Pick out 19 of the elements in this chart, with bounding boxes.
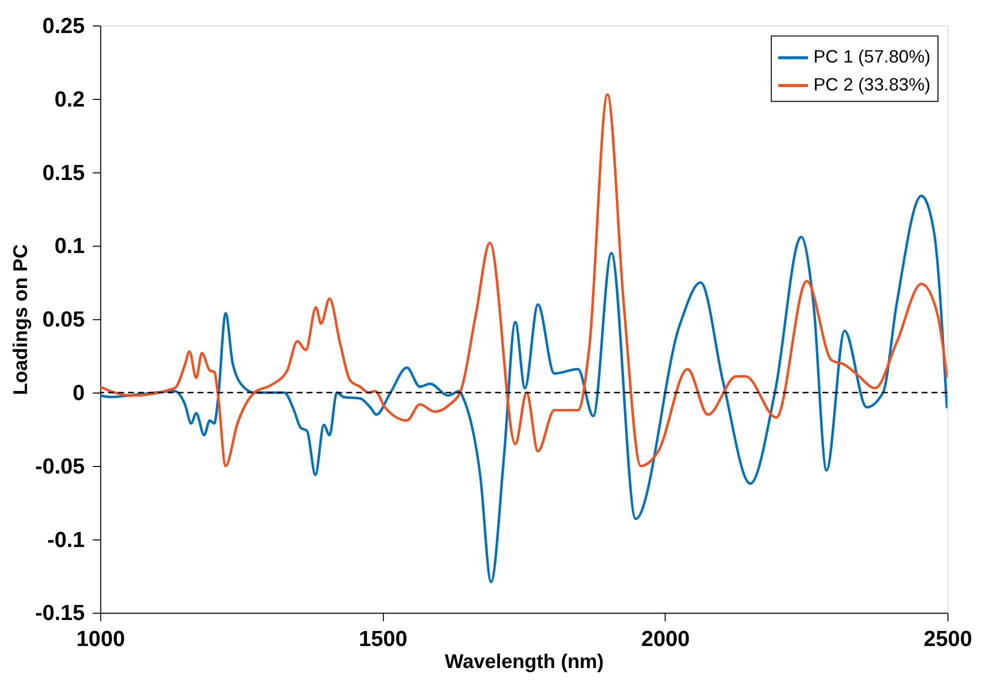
y-tick-label: 0.15	[42, 160, 85, 185]
y-tick-label: 0.1	[54, 233, 85, 258]
y-tick-label: 0.2	[54, 86, 85, 112]
legend-label: PC 2 (33.83%)	[813, 74, 931, 94]
y-tick-label: 0.25	[42, 12, 85, 38]
y-tick-label: 0	[72, 380, 85, 406]
x-tick-label: 1500	[358, 626, 408, 652]
x-tick-label: 1000	[76, 626, 125, 652]
y-tick-label: 0.05	[42, 306, 85, 332]
x-tick-label: 2500	[924, 626, 972, 652]
x-axis-title: Wavelength (nm)	[444, 650, 604, 673]
line-series	[100, 93, 948, 468]
y-tick-label: -0.15	[35, 600, 85, 626]
x-tick-label: 2000	[641, 626, 690, 652]
y-axis-title: Loadings on PC	[10, 244, 32, 396]
legend-label: PC 1 (57.80%)	[813, 46, 931, 67]
line-series	[100, 194, 948, 584]
y-tick-label: -0.1	[47, 526, 85, 552]
y-tick-label: -0.05	[35, 453, 85, 478]
